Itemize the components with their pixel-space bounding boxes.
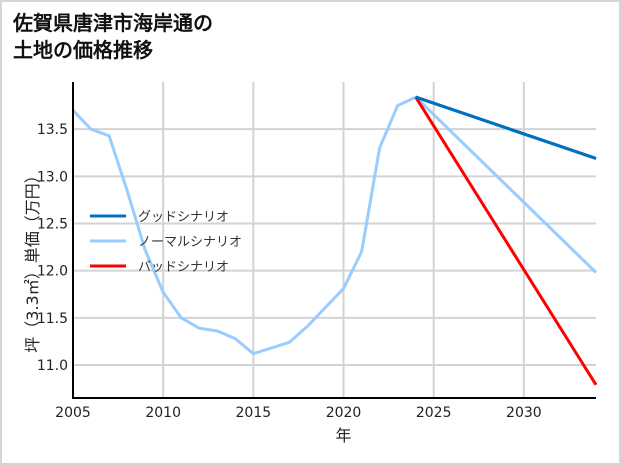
gridlines [73, 82, 596, 398]
legend-label: グッドシナリオ [138, 210, 229, 225]
tick-labels: 11.0 11.5 12.0 12.5 13.0 13.5 2005 2010 2015 2020… [37, 122, 542, 421]
y-tick-label: 13.5 [37, 122, 68, 138]
y-tick-label: 13.0 [37, 169, 68, 185]
series-line [71, 95, 598, 356]
x-tick-label: 2020 [326, 405, 362, 421]
y-tick-label: 11.5 [37, 311, 68, 327]
legend-label: バッドシナリオ [138, 260, 229, 275]
x-tick-label: 2025 [416, 405, 452, 421]
series-line-good [415, 95, 597, 160]
y-axis-label: 坪（3.3㎡）単価（万円） [23, 167, 42, 352]
y-tick-label: 12.0 [37, 264, 68, 280]
x-tick-label: 2005 [55, 405, 91, 421]
x-axis-label: 年 [336, 426, 352, 445]
y-tick-label: 11.0 [37, 358, 68, 374]
data-series [71, 95, 598, 386]
chart-title-line-2: 土地の価格推移 [13, 38, 153, 62]
x-tick-label: 2030 [506, 405, 542, 421]
legend-label: ノーマルシナリオ [138, 235, 242, 250]
x-tick-label: 2010 [145, 405, 181, 421]
axes [72, 82, 596, 399]
chart-title-line-1: 佐賀県唐津市海岸通の [13, 11, 213, 35]
series-line [414, 96, 598, 386]
y-tick-label: 12.5 [37, 216, 68, 232]
x-tick-label: 2015 [236, 405, 272, 421]
chart-title: 佐賀県唐津市海岸通の 土地の価格推移 [13, 10, 213, 64]
